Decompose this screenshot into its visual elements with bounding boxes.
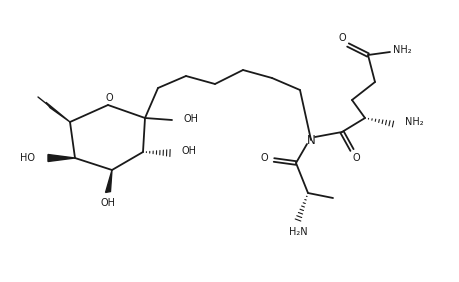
Text: N: N (307, 133, 315, 147)
Text: HO: HO (20, 153, 35, 163)
Text: OH: OH (101, 198, 116, 208)
Text: OH: OH (183, 114, 198, 124)
Text: O: O (260, 153, 268, 163)
Text: O: O (338, 33, 346, 43)
Text: H₂N: H₂N (289, 227, 308, 237)
Polygon shape (48, 155, 75, 162)
Text: O: O (352, 153, 360, 163)
Text: NH₂: NH₂ (393, 45, 412, 55)
Text: OH: OH (182, 146, 197, 156)
Text: NH₂: NH₂ (405, 117, 424, 127)
Polygon shape (46, 102, 70, 122)
Text: O: O (105, 93, 113, 103)
Polygon shape (106, 170, 112, 192)
